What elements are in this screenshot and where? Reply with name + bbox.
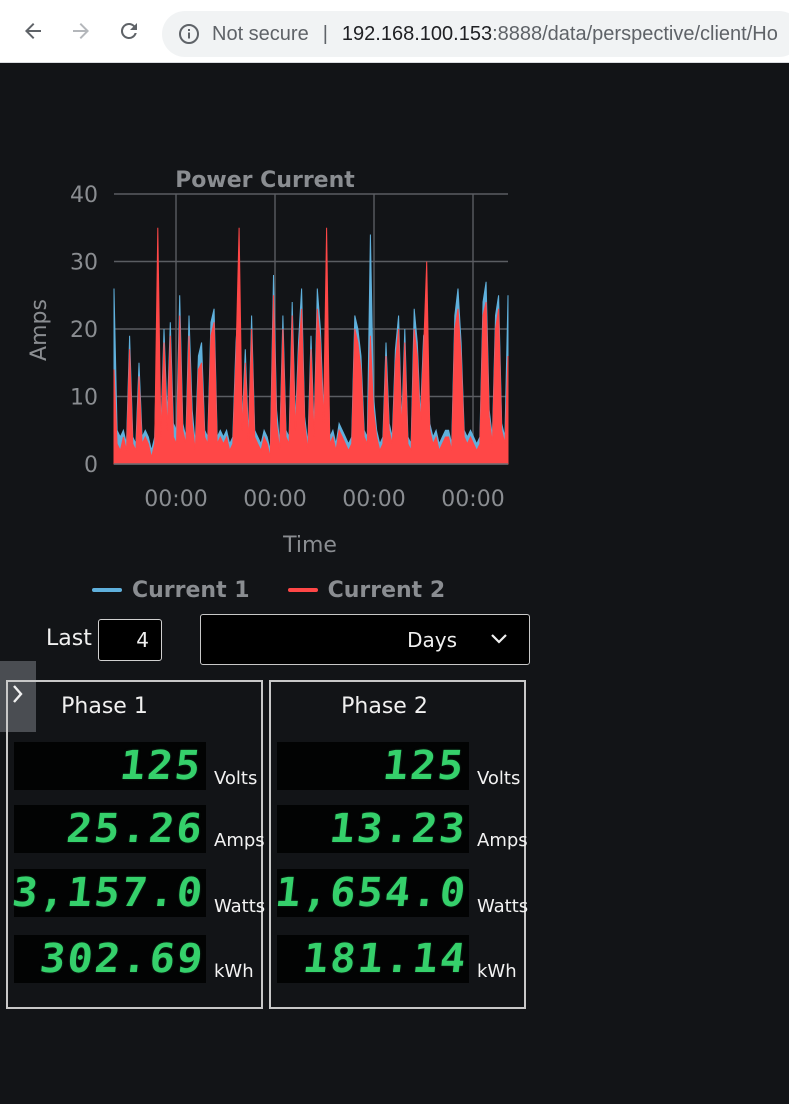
arrow-right-icon [73, 23, 89, 39]
legend-label-current-1: Current 1 [132, 577, 250, 603]
phase-2-kwh-unit: kWh [477, 961, 517, 982]
last-count-input[interactable] [98, 619, 162, 661]
phase-2-amps-unit: Amps [477, 830, 528, 851]
y-tick-label: 20 [70, 318, 98, 343]
chart-title: Power Current [175, 168, 355, 193]
phase-1-volts-value: 125 [117, 743, 205, 789]
last-label: Last [46, 626, 92, 651]
y-tick-label: 10 [70, 386, 98, 411]
y-tick-label: 40 [70, 183, 98, 208]
phase-2-amps-display: 13.23 [277, 805, 469, 853]
phase-2-kwh-value: 181.14 [300, 936, 470, 982]
browser-toolbar: Not secure | 192.168.100.153:8888/data/p… [0, 0, 789, 63]
phase-2-kwh-display: 181.14 [277, 935, 469, 983]
security-label: Not secure [212, 22, 309, 45]
phase-1-watts-value: 3,157.0 [10, 870, 208, 916]
phase-1-watts-display: 3,157.0 [10, 869, 207, 917]
forward-button[interactable] [63, 13, 99, 49]
phase-2-title: Phase 2 [341, 694, 428, 719]
phase-2-amps-value: 13.23 [326, 806, 469, 852]
phase-2-watts-value: 1,654.0 [273, 870, 471, 916]
phase-1-amps-value: 25.26 [63, 806, 206, 852]
phase-2-watts-display: 1,654.0 [273, 869, 470, 917]
series-area-2 [113, 227, 509, 465]
phase-2-volts-row: 125 Volts [277, 742, 520, 790]
x-axis-label: Time [282, 533, 337, 558]
phase-1-volts-display: 125 [14, 742, 206, 790]
chart-series [113, 227, 509, 465]
phase-1-watts-unit: Watts [214, 896, 266, 917]
phase-2-watts-unit: Watts [477, 896, 529, 917]
phase-1-volts-row: 125 Volts [14, 742, 257, 790]
phase-1-kwh-display: 302.69 [14, 935, 206, 983]
phase-2-watts-row: 1,654.0 Watts [273, 869, 528, 917]
y-tick-label: 30 [70, 251, 98, 276]
reload-icon [120, 22, 137, 39]
phase-2-volts-unit: Volts [477, 768, 521, 789]
legend-swatch-current-1 [92, 588, 122, 592]
phase-1-panel: Phase 1 125 Volts 25.26 Amps 3,157.0 Wat… [6, 680, 265, 1009]
phase-2-amps-row: 13.23 Amps [277, 805, 528, 853]
x-tick-label: 00:00 [441, 487, 504, 512]
phase-1-watts-row: 3,157.0 Watts [10, 869, 265, 917]
arrow-left-icon [25, 23, 41, 39]
chevron-right-icon [13, 685, 23, 703]
back-button[interactable] [15, 13, 51, 49]
x-tick-label: 00:00 [144, 487, 207, 512]
time-units-dropdown[interactable]: Days [200, 614, 530, 665]
x-tick-label: 00:00 [243, 487, 306, 512]
chart-legend: Current 1 Current 2 [92, 576, 483, 604]
chart-axes: 0 10 20 30 40 00:00 00:00 00:00 00:00 [70, 183, 508, 512]
phase-1-kwh-row: 302.69 kWh [14, 935, 257, 983]
phase-1-amps-unit: Amps [214, 830, 265, 851]
phase-2-volts-value: 125 [380, 743, 468, 789]
phase-1-kwh-unit: kWh [214, 961, 254, 982]
phase-1-title: Phase 1 [61, 694, 148, 719]
phase-1-amps-row: 25.26 Amps [14, 805, 265, 853]
legend-item-current-2[interactable]: Current 2 [287, 577, 446, 603]
url-path: :8888/data/perspective/client/Ho [492, 22, 778, 45]
phase-1-kwh-value: 302.69 [37, 936, 207, 982]
chevron-down-icon [491, 634, 507, 644]
legend-item-current-1[interactable]: Current 1 [92, 578, 250, 603]
phase-1-volts-unit: Volts [214, 768, 258, 789]
time-units-value: Days [407, 628, 457, 652]
power-current-chart: 0 10 20 30 40 00:00 00:00 00:00 00:00 Power Curr… [27, 168, 509, 558]
phase-2-panel: Phase 2 125 Volts 13.23 Amps 1,654.0 Wat… [269, 680, 528, 1009]
address-bar[interactable]: Not secure | 192.168.100.153:8888/data/p… [162, 11, 789, 57]
phase-2-volts-display: 125 [277, 742, 469, 790]
reload-button[interactable] [111, 13, 147, 49]
info-icon[interactable] [178, 23, 200, 45]
url-host: 192.168.100.153 [341, 22, 493, 45]
x-tick-label: 00:00 [342, 487, 405, 512]
legend-swatch-current-2 [287, 588, 318, 592]
legend-label-current-2: Current 2 [327, 577, 446, 603]
y-tick-label: 0 [84, 453, 98, 478]
phase-2-kwh-row: 181.14 kWh [277, 935, 520, 983]
url-separator: | [322, 22, 328, 45]
y-axis-label: Amps [27, 299, 52, 361]
phase-1-amps-display: 25.26 [14, 805, 206, 853]
